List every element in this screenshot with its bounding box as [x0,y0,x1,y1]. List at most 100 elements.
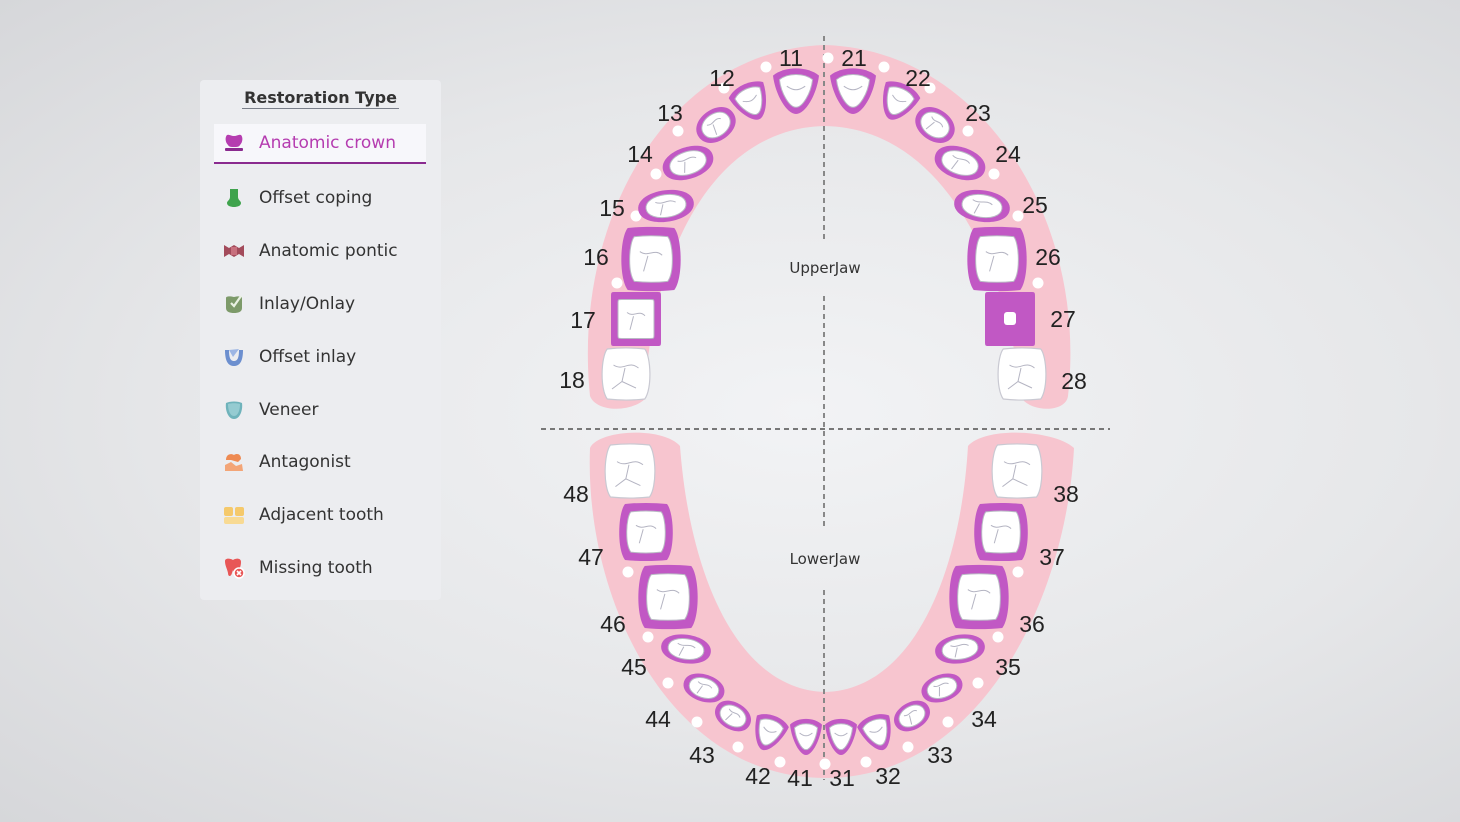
tooth-number-16: 16 [583,244,609,270]
restoration-item-label: Veneer [259,400,319,420]
tooth-44[interactable] [680,669,728,708]
contact-point [662,677,674,689]
antagonist-icon [222,450,246,474]
contact-point [1012,210,1024,222]
tooth-surface [778,73,814,108]
tooth-26[interactable] [967,226,1027,292]
tooth-number-38: 38 [1053,481,1079,507]
tooth-surface [828,723,854,751]
tooth-surface [941,150,979,176]
restoration-item-label: Adjacent tooth [259,505,384,525]
tooth-18[interactable] [601,347,651,401]
anatomic-pontic-icon [222,239,246,263]
tooth-28[interactable] [997,347,1047,401]
panel-title-text: Restoration Type [242,88,399,109]
tooth-14[interactable] [658,140,717,186]
tooth-47[interactable] [619,502,673,562]
restoration-item-offset-inlay[interactable]: Offset inlay [214,337,426,377]
tooth-number-26: 26 [1035,244,1061,270]
tooth-48[interactable] [604,443,656,499]
tooth-surface [793,723,819,751]
tooth-21[interactable] [830,68,876,114]
contact-point [822,52,834,64]
tooth-36[interactable] [949,564,1009,630]
tooth-17[interactable] [611,292,661,346]
tooth-number-25: 25 [1022,192,1048,218]
contact-point [1012,566,1024,578]
tooth-33[interactable] [889,695,935,737]
restoration-item-offset-coping[interactable]: Offset coping [214,178,426,218]
tooth-surface [669,150,707,176]
tooth-groove [903,710,917,725]
tooth-surface [1004,312,1016,325]
tooth-number-41: 41 [787,765,813,791]
tooth-38[interactable] [991,443,1043,499]
restoration-item-antagonist[interactable]: Antagonist [214,442,426,482]
tooth-number-42: 42 [745,763,771,789]
tooth-surface [601,347,651,401]
tooth-surface [645,193,687,219]
tooth-45[interactable] [659,631,712,666]
tooth-22[interactable] [872,77,922,127]
tooth-groove [972,199,993,214]
restoration-item-anatomic-pontic[interactable]: Anatomic pontic [214,231,426,271]
restoration-item-adjacent-tooth[interactable]: Adjacent tooth [214,495,426,535]
tooth-35[interactable] [933,631,986,666]
tooth-number-13: 13 [657,100,683,126]
tooth-46[interactable] [638,564,698,630]
tooth-24[interactable] [930,140,989,186]
tooth-11[interactable] [773,68,819,114]
tooth-surface [991,443,1043,499]
restoration-item-inlay-onlay[interactable]: Inlay/Onlay [214,284,426,324]
tooth-surface [617,299,655,339]
tooth-groove [626,312,646,330]
tooth-number-47: 47 [578,544,604,570]
tooth-surface [689,677,719,699]
tooth-41[interactable] [790,718,822,755]
tooth-12[interactable] [726,77,776,127]
tooth-number-22: 22 [905,65,931,91]
missing-tooth-icon [222,556,246,580]
contact-point [1032,277,1044,289]
tooth-37[interactable] [974,502,1028,562]
tooth-groove [843,85,863,91]
tooth-groove [635,524,657,544]
restoration-item-label: Missing tooth [259,558,373,578]
tooth-16[interactable] [621,226,681,292]
tooth-34[interactable] [918,669,966,708]
contact-point [878,61,890,73]
contact-point [972,677,984,689]
contact-point [962,125,974,137]
tooth-number-34: 34 [971,706,997,732]
contact-point [650,168,662,180]
tooth-23[interactable] [909,100,961,150]
tooth-groove [985,251,1009,272]
tooth-surface [997,347,1047,401]
tooth-25[interactable] [952,187,1012,226]
tooth-13[interactable] [690,100,742,150]
restoration-item-veneer[interactable]: Veneer [214,390,426,430]
tooth-32[interactable] [855,710,899,756]
tooth-number-36: 36 [1019,611,1045,637]
restoration-item-missing-tooth[interactable]: Missing tooth [214,548,426,588]
tooth-surface [886,86,915,115]
tooth-groove [799,732,813,737]
tooth-31[interactable] [825,718,857,755]
inlay-onlay-icon [222,292,246,316]
contact-point [992,631,1004,643]
tooth-27[interactable] [985,292,1035,346]
restoration-item-anatomic-crown[interactable]: Anatomic crown [214,124,426,164]
tooth-43[interactable] [710,695,756,737]
tooth-surface [941,638,979,660]
tooth-number-11: 11 [779,45,803,71]
tooth-groove [611,364,639,390]
tooth-42[interactable] [747,710,791,756]
tooth-surface [981,510,1021,554]
tooth-groove [677,642,696,656]
upper-jaw-label: UpperJaw [789,259,860,277]
tooth-number-33: 33 [927,742,953,768]
restoration-item-label: Antagonist [259,452,351,472]
contact-point [691,716,703,728]
tooth-15[interactable] [636,187,696,226]
